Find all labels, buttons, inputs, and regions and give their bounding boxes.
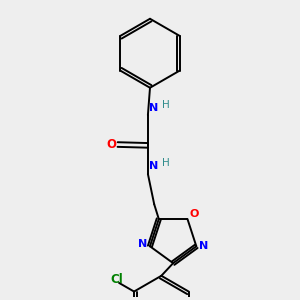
- Text: H: H: [162, 100, 170, 110]
- Text: O: O: [106, 138, 116, 151]
- Text: H: H: [162, 158, 170, 169]
- Text: N: N: [149, 161, 158, 171]
- Text: N: N: [149, 103, 158, 112]
- Text: N: N: [199, 241, 208, 251]
- Text: N: N: [138, 239, 147, 249]
- Text: Cl: Cl: [110, 273, 123, 286]
- Text: O: O: [189, 209, 199, 219]
